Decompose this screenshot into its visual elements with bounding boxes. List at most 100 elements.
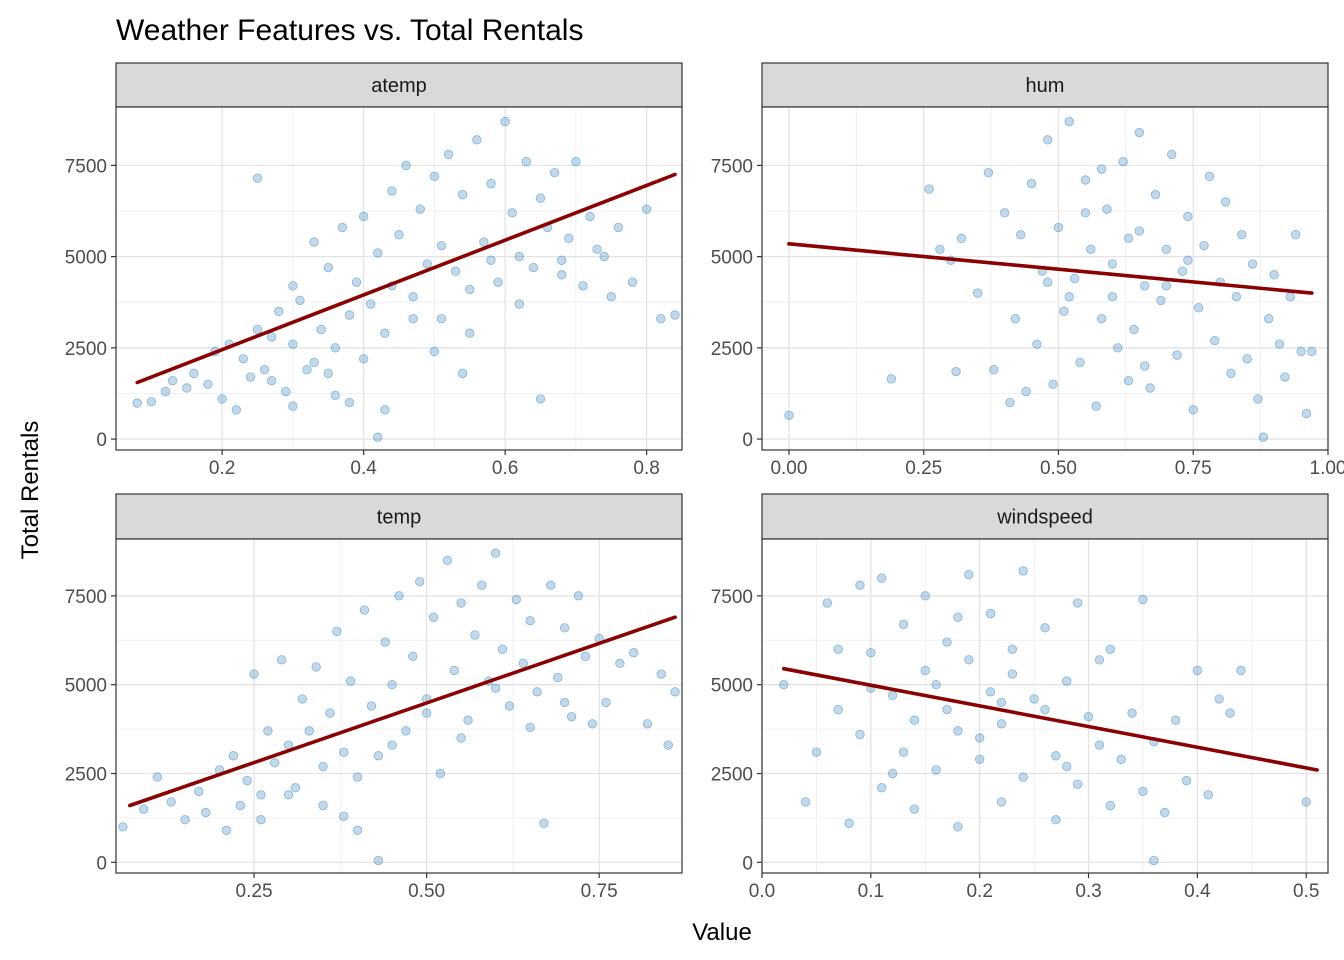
data-point <box>1018 772 1028 782</box>
data-point <box>877 783 887 793</box>
data-point <box>500 116 510 127</box>
y-tick-label: 0 <box>742 853 753 874</box>
data-point <box>235 800 245 811</box>
x-tick-label: 0.8 <box>633 458 659 479</box>
data-point <box>323 368 333 379</box>
data-point <box>1231 292 1242 302</box>
data-point <box>182 383 192 393</box>
data-point <box>571 157 581 167</box>
data-point <box>297 694 308 704</box>
x-tick-label: 0.25 <box>905 458 942 479</box>
data-point <box>833 644 843 654</box>
data-point <box>1105 800 1116 811</box>
data-point <box>866 648 876 658</box>
data-point <box>304 726 314 736</box>
data-point <box>401 160 411 171</box>
x-tick-label: 0.0 <box>749 881 775 902</box>
data-point <box>252 173 263 183</box>
data-point <box>318 800 328 811</box>
data-point <box>330 390 341 400</box>
data-point <box>465 284 475 295</box>
x-tick-label: 0.00 <box>770 458 807 479</box>
data-point <box>886 374 897 384</box>
data-point <box>281 386 291 397</box>
data-point <box>490 548 501 558</box>
data-point <box>118 822 128 832</box>
data-point <box>613 222 624 233</box>
y-tick-label: 0 <box>96 430 107 451</box>
data-point <box>394 230 404 240</box>
data-point <box>1296 346 1306 357</box>
data-point <box>989 365 999 375</box>
data-point <box>1107 292 1118 302</box>
data-point <box>1102 204 1112 214</box>
data-point <box>539 818 549 828</box>
panel-background <box>116 539 682 873</box>
facet-panels: atemp 0 2500 5000 7500 0.2 0.4 0.6 0.8 hum 0 2500 50… <box>65 62 1344 902</box>
data-point <box>953 612 963 622</box>
x-tick-label: 0.50 <box>1040 458 1077 479</box>
data-point <box>351 277 362 287</box>
data-point <box>564 233 574 244</box>
data-point <box>132 398 142 408</box>
data-point <box>387 740 397 750</box>
data-point <box>1193 302 1204 313</box>
data-point <box>166 797 176 807</box>
data-point <box>1199 240 1209 251</box>
y-tick-label: 7500 <box>65 156 107 177</box>
data-point <box>953 726 963 736</box>
data-point <box>518 658 528 669</box>
data-point <box>228 751 239 761</box>
data-point <box>1177 266 1188 276</box>
data-point <box>642 719 653 729</box>
data-point <box>456 733 466 743</box>
data-point <box>1280 372 1290 382</box>
data-point <box>670 687 680 697</box>
data-point <box>428 612 439 622</box>
data-point <box>421 708 432 718</box>
data-point <box>1156 295 1166 306</box>
data-point <box>1220 197 1231 207</box>
facet-strip <box>115 493 683 540</box>
data-point <box>573 591 584 601</box>
data-point <box>1091 401 1101 411</box>
data-point <box>373 248 383 258</box>
data-point <box>1123 375 1134 386</box>
data-point <box>909 804 920 814</box>
data-point <box>1069 273 1080 284</box>
data-point <box>514 299 524 309</box>
data-point <box>606 292 616 302</box>
data-point <box>276 655 287 665</box>
data-point <box>641 204 652 214</box>
data-point <box>1094 655 1105 665</box>
data-point <box>931 679 941 690</box>
data-point <box>408 651 418 661</box>
data-point <box>486 178 496 189</box>
panel-background <box>762 539 1328 873</box>
data-point <box>1094 740 1105 750</box>
x-tick-label: 0.3 <box>1075 881 1101 902</box>
data-point <box>249 669 259 679</box>
data-point <box>1080 175 1091 185</box>
data-point <box>996 697 1007 708</box>
data-point <box>318 761 328 772</box>
data-point <box>974 733 985 743</box>
data-point <box>1026 178 1037 189</box>
data-point <box>486 255 496 265</box>
trend-line <box>135 172 677 385</box>
data-point <box>422 259 433 269</box>
data-point <box>1149 855 1159 866</box>
data-point <box>497 644 508 654</box>
data-point <box>401 726 411 736</box>
data-point <box>373 855 383 866</box>
y-tick-label: 5000 <box>65 676 107 697</box>
data-point <box>1123 233 1134 244</box>
data-point <box>337 222 348 233</box>
facet-temp: temp 0 2500 5000 7500 0.25 0.50 0.75 <box>65 493 683 902</box>
data-point <box>194 786 204 796</box>
data-point <box>628 648 639 658</box>
data-point <box>245 372 256 382</box>
y-axis-title: Total Rentals <box>17 421 44 560</box>
data-point <box>1116 754 1126 764</box>
data-point <box>1062 761 1072 772</box>
